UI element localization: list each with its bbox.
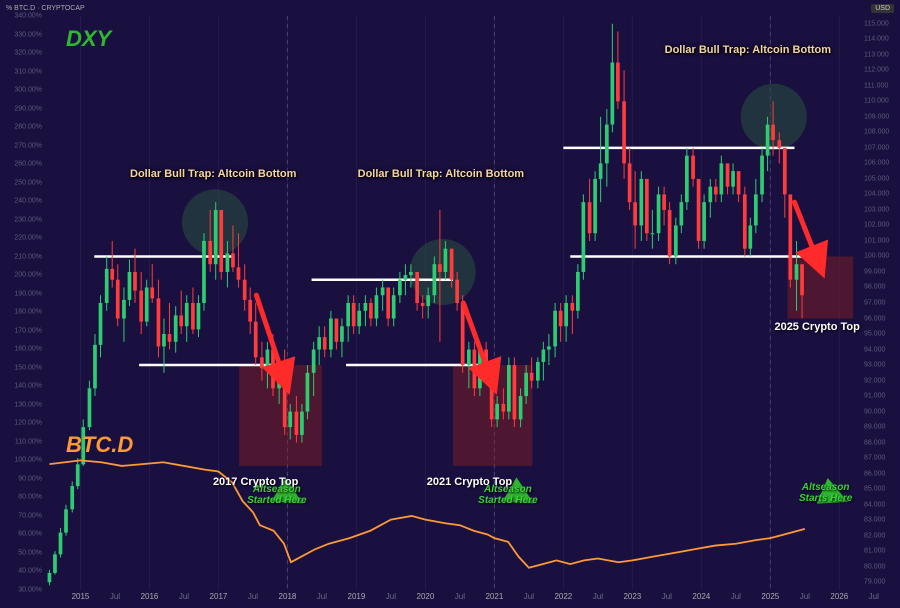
x-axis: 2015Jul2016Jul2017Jul2018Jul2019Jul2020J… [46,590,860,608]
arrows-overlay [46,16,860,590]
annotation-altseason-1: AltseasonStarted Here [247,484,306,506]
annotation-altseason-3: AltseasonStarts Here [799,482,852,504]
ticker-label: % BTC.D · CRYPTOCAP [6,5,85,12]
dxy-label: DXY [66,26,111,52]
top-bar: % BTC.D · CRYPTOCAP USD [0,0,900,16]
currency-badge: USD [871,4,894,13]
grid-overlay [46,16,860,590]
annotation-bull-trap-3: Dollar Bull Trap: Altcoin Bottom [665,44,831,56]
shapes-overlay [46,16,860,590]
candles-overlay [46,16,860,590]
annotation-top-2025: 2025 Crypto Top [774,321,859,333]
btcd-line-overlay [46,16,860,590]
annotation-bull-trap-2: Dollar Bull Trap: Altcoin Bottom [358,168,524,180]
annotation-bull-trap-1: Dollar Bull Trap: Altcoin Bottom [130,168,296,180]
btcd-label: BTC.D [66,432,133,458]
y-axis-right: 79.00080.00081.00082.00083.00084.00085.0… [860,16,900,590]
plot-area[interactable]: DXY BTC.D Dollar Bull Trap: Altcoin Bott… [46,16,860,590]
y-axis-left: 30.00%40.00%50.00%60.00%70.00%80.00%90.0… [0,16,46,590]
annotation-altseason-2: AltseasonStarted Here [478,484,537,506]
chart-container: % BTC.D · CRYPTOCAP USD 30.00%40.00%50.0… [0,0,900,608]
